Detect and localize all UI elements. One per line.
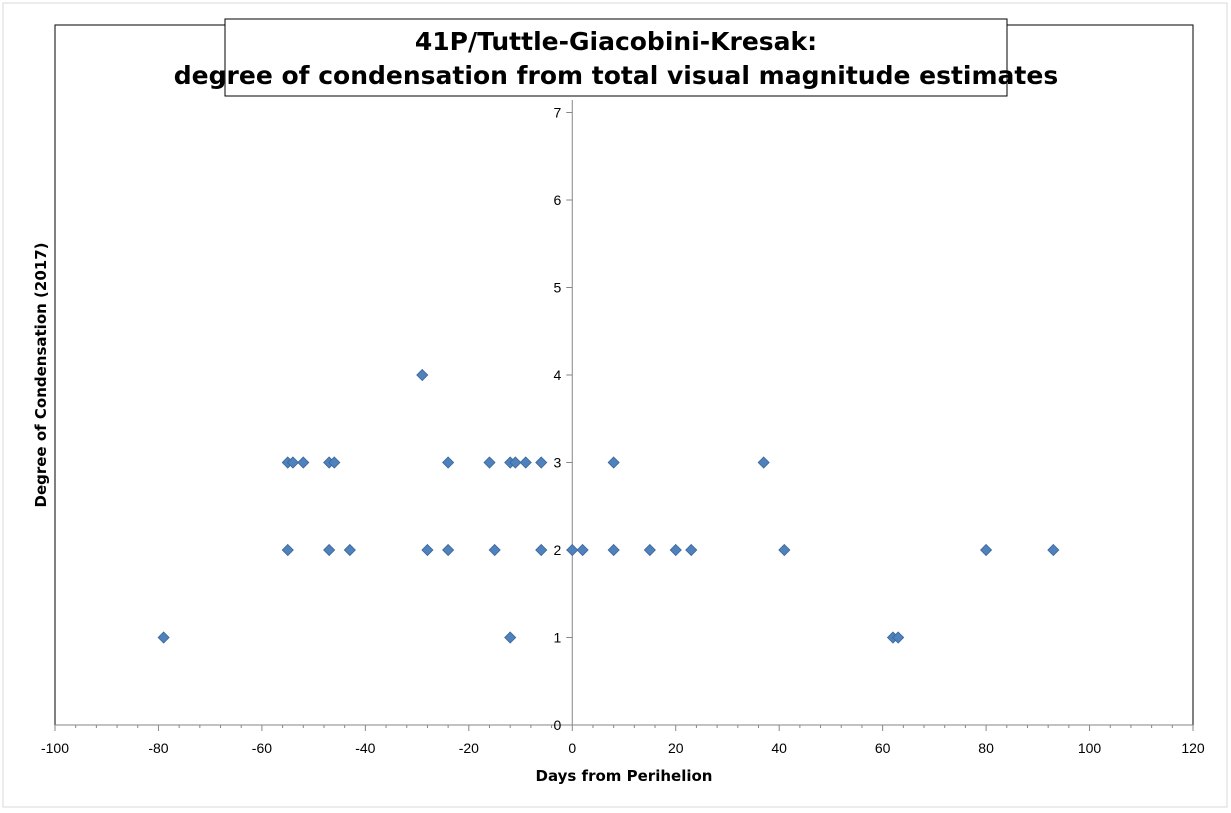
x-tick-label: 120 bbox=[1181, 740, 1205, 756]
data-point bbox=[892, 631, 905, 644]
x-axis-title: Days from Perihelion bbox=[536, 767, 713, 785]
chart-title-box: 41P/Tuttle-Giacobini-Kresak: degree of c… bbox=[174, 18, 1058, 97]
data-points bbox=[157, 368, 1060, 644]
x-tick-label: -80 bbox=[148, 740, 168, 756]
data-point bbox=[519, 456, 532, 469]
chart-title-line-1: 41P/Tuttle-Giacobini-Kresak: bbox=[415, 27, 817, 56]
y-tick-label: 4 bbox=[553, 367, 561, 383]
data-point bbox=[488, 543, 501, 557]
data-point bbox=[669, 543, 682, 557]
x-tick-label: -20 bbox=[459, 740, 479, 756]
y-tick-label: 7 bbox=[553, 105, 561, 121]
data-point bbox=[778, 543, 791, 557]
chart-title-frame bbox=[224, 18, 1008, 97]
data-point bbox=[576, 543, 589, 557]
data-point bbox=[980, 543, 993, 557]
data-point bbox=[157, 631, 170, 644]
data-point bbox=[535, 543, 548, 557]
x-tick-label: 0 bbox=[568, 740, 576, 756]
y-tick-label: 1 bbox=[553, 630, 561, 646]
y-tick-label: 6 bbox=[553, 192, 561, 208]
data-point bbox=[281, 543, 294, 557]
data-point bbox=[483, 456, 496, 469]
x-tick-label: 60 bbox=[875, 740, 891, 756]
data-point bbox=[757, 456, 770, 469]
chart-title-line-2: degree of condensation from total visual… bbox=[174, 61, 1058, 90]
data-point bbox=[286, 456, 300, 469]
data-point bbox=[643, 543, 656, 557]
x-tick-label: -60 bbox=[252, 740, 272, 756]
data-point bbox=[421, 543, 434, 557]
data-point bbox=[323, 543, 336, 557]
data-point bbox=[442, 543, 455, 557]
x-tick-label: 100 bbox=[1078, 740, 1102, 756]
data-point bbox=[343, 543, 356, 557]
x-tick-label: 20 bbox=[668, 740, 684, 756]
y-tick-label: 2 bbox=[553, 542, 561, 558]
x-tick-label: 40 bbox=[771, 740, 787, 756]
data-point bbox=[607, 543, 620, 557]
data-point bbox=[442, 456, 455, 469]
y-tick-label: 3 bbox=[553, 455, 561, 471]
y-axis-title: Degree of Condensation (2017) bbox=[32, 243, 50, 508]
y-tick-label: 0 bbox=[553, 717, 561, 733]
data-point bbox=[607, 456, 620, 469]
data-point bbox=[535, 456, 548, 469]
data-point bbox=[416, 368, 429, 382]
data-point bbox=[1047, 543, 1060, 557]
y-tick-label: 5 bbox=[553, 280, 561, 296]
x-tick-label: 80 bbox=[978, 740, 994, 756]
x-tick-label: -40 bbox=[355, 740, 375, 756]
x-tick-label: -100 bbox=[41, 740, 69, 756]
data-point bbox=[566, 543, 579, 557]
data-point bbox=[328, 456, 341, 469]
data-point bbox=[504, 631, 517, 644]
data-point bbox=[509, 456, 522, 469]
x-axis: -100 -80 -60 -40 -20 0 20 40 60 80 100 120 bbox=[41, 724, 1205, 756]
data-point bbox=[297, 456, 310, 469]
data-point bbox=[685, 543, 698, 557]
